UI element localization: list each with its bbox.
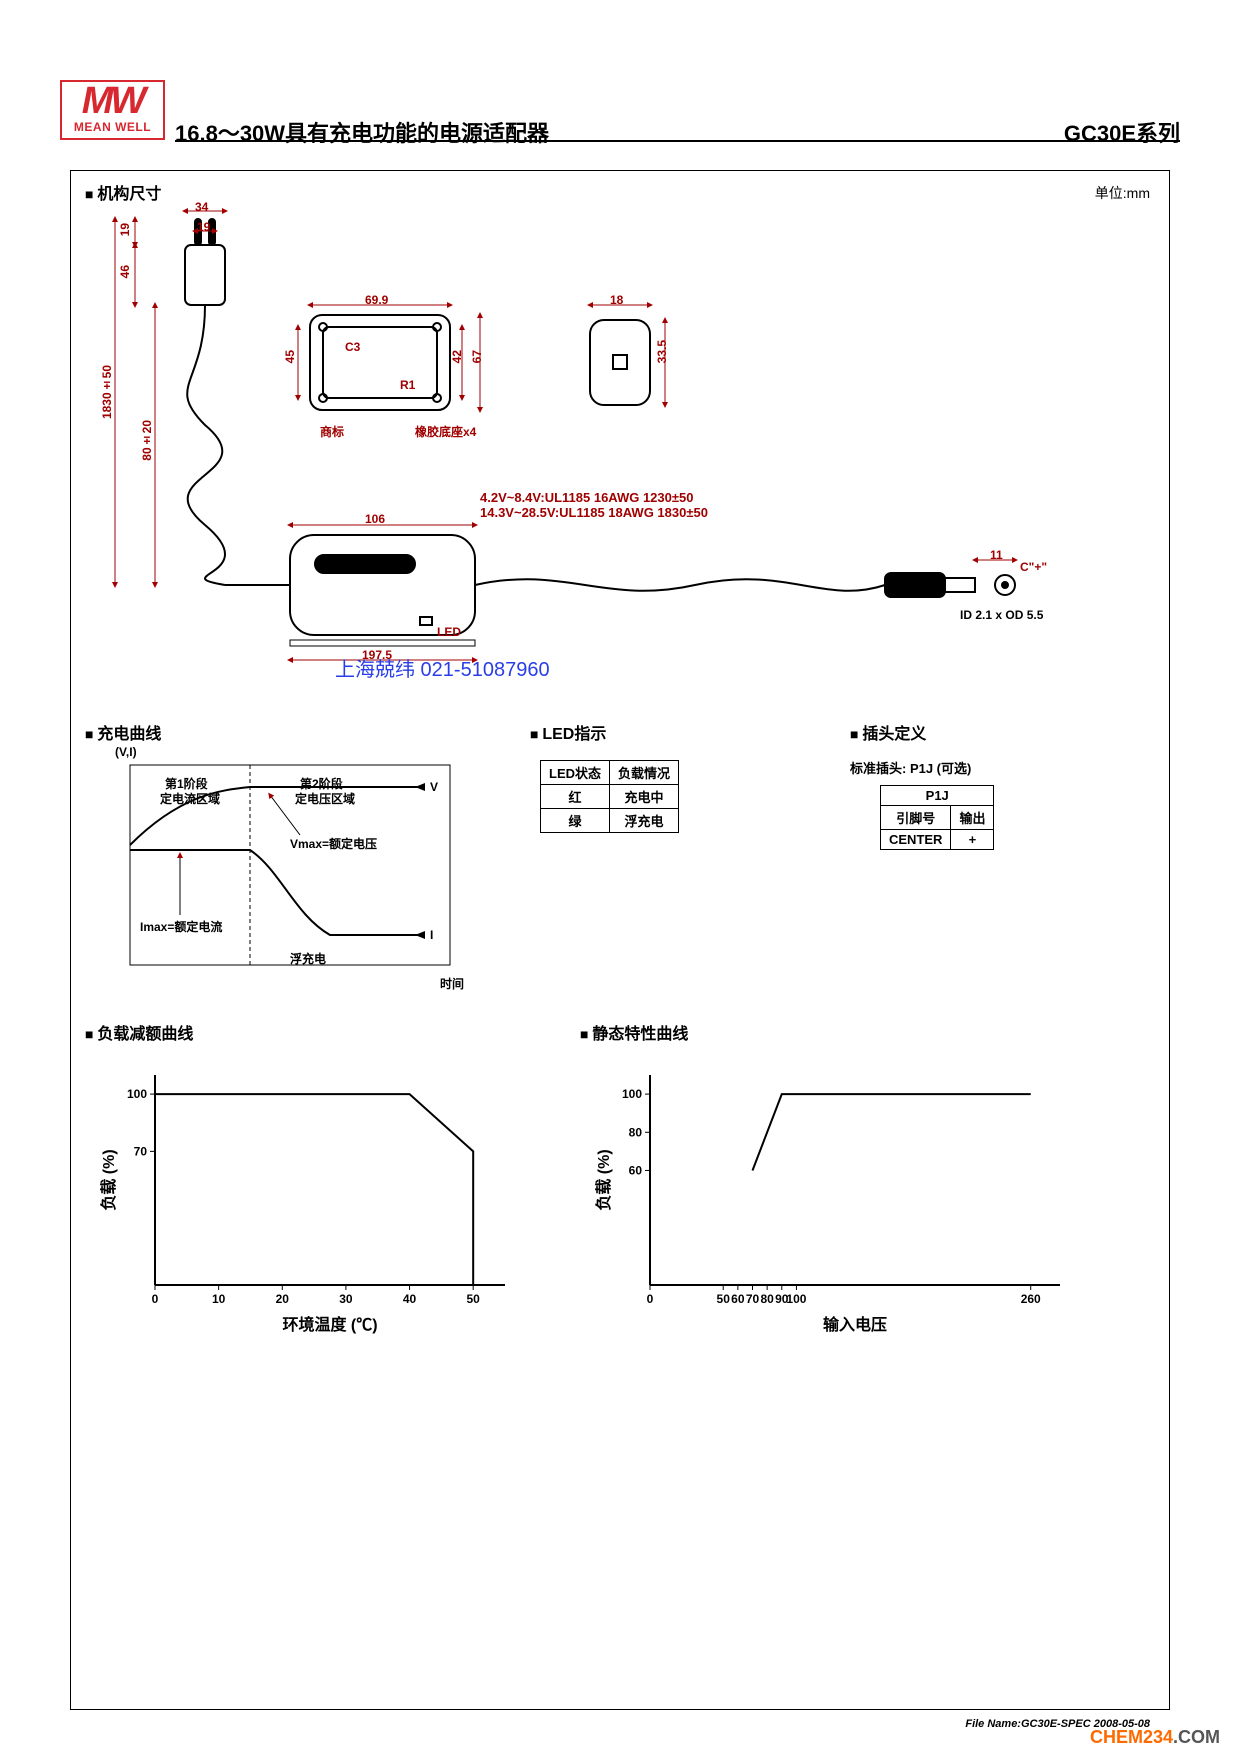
dim-jack-len: 11 xyxy=(990,548,1003,562)
lbl-rubber: 橡胶底座x4 xyxy=(415,423,476,440)
charge-imax: Imax=额定电流 xyxy=(140,918,222,935)
svg-text:80: 80 xyxy=(629,1125,643,1139)
svg-text:70: 70 xyxy=(134,1144,148,1158)
lbl-led: LED xyxy=(437,625,461,639)
dim-plug-h1: 19 xyxy=(118,223,132,236)
svg-text:20: 20 xyxy=(276,1292,290,1306)
jack-polarity: C"+" xyxy=(1020,560,1047,574)
svg-text:输入电压: 输入电压 xyxy=(823,1315,887,1334)
logo-sub: MEAN WELL xyxy=(62,120,163,134)
logo: MW MEAN WELL xyxy=(60,80,165,140)
derating-chart: 0 10 20 30 40 50 70 100 环境温度 (℃) 负载 (%) xyxy=(100,1060,520,1340)
led-r0c0: 红 xyxy=(541,785,610,809)
led-r1c1: 浮充电 xyxy=(610,809,679,833)
charge-stage2-sub: 定电压区域 xyxy=(295,790,355,807)
section-plug: 插头定义 xyxy=(850,720,926,744)
unit-label: 单位:mm xyxy=(1095,183,1150,203)
svg-text:70: 70 xyxy=(746,1292,760,1306)
logo-text: MW xyxy=(62,82,163,120)
site-brand-2: .COM xyxy=(1173,1727,1220,1747)
plug-r0c0: CENTER xyxy=(881,830,951,850)
led-r1c0: 绿 xyxy=(541,809,610,833)
svg-text:60: 60 xyxy=(731,1292,745,1306)
svg-text:负载 (%): 负载 (%) xyxy=(595,1149,613,1210)
dim-plug-prong: 19 xyxy=(197,220,210,234)
charge-x-axis: 时间 xyxy=(440,975,464,992)
svg-text:50: 50 xyxy=(467,1292,481,1306)
svg-text:50: 50 xyxy=(717,1292,731,1306)
cable-spec: 4.2V~8.4V:UL1185 16AWG 1230±50 14.3V~28.… xyxy=(480,490,708,520)
watermark: 上海兢纬 021-51087960 xyxy=(335,653,550,682)
dim-plate-h: 45 xyxy=(283,350,297,363)
series-label: GC30E系列 xyxy=(1064,116,1180,140)
section-mechanical: 机构尺寸 xyxy=(85,180,161,204)
svg-text:60: 60 xyxy=(629,1163,643,1177)
section-led: LED指示 xyxy=(530,720,606,744)
dim-side-h: 33.5 xyxy=(655,340,669,363)
led-table: LED状态负载情况 红充电中 绿浮充电 xyxy=(540,760,679,833)
dim-side-w: 18 xyxy=(610,293,623,307)
site-brand: CHEM234.COM xyxy=(1090,1727,1220,1748)
svg-text:10: 10 xyxy=(212,1292,226,1306)
svg-text:0: 0 xyxy=(647,1292,654,1306)
ref-c3: C3 xyxy=(345,340,360,354)
svg-text:260: 260 xyxy=(1021,1292,1041,1306)
svg-text:环境温度 (℃): 环境温度 (℃) xyxy=(282,1315,377,1334)
plug-table: P1J 引脚号输出 CENTER+ xyxy=(880,785,994,850)
led-h0: LED状态 xyxy=(541,761,610,785)
svg-text:100: 100 xyxy=(622,1087,642,1101)
dim-plug-w: 34 xyxy=(195,200,208,214)
svg-text:V: V xyxy=(430,780,438,794)
dim-plug-h2: 46 xyxy=(118,265,132,278)
charge-y-axis: (V,I) xyxy=(115,745,137,759)
led-h1: 负载情况 xyxy=(610,761,679,785)
svg-text:100: 100 xyxy=(786,1292,806,1306)
plug-note: 标准插头: P1J (可选) xyxy=(850,758,971,777)
section-charge-curve: 充电曲线 xyxy=(85,720,161,744)
plug-title: P1J xyxy=(881,786,994,806)
led-r0c1: 充电中 xyxy=(610,785,679,809)
plug-h1: 输出 xyxy=(951,806,994,830)
charge-vmax: Vmax=额定电压 xyxy=(290,835,377,852)
cable-spec-1: 4.2V~8.4V:UL1185 16AWG 1230±50 xyxy=(480,490,708,505)
plug-h0: 引脚号 xyxy=(881,806,951,830)
mechanical-drawing xyxy=(85,205,1155,675)
plug-r0c1: + xyxy=(951,830,994,850)
svg-text:负载 (%): 负载 (%) xyxy=(100,1149,118,1210)
site-brand-1: CHEM234 xyxy=(1090,1727,1173,1747)
charge-stage1-sub: 定电流区域 xyxy=(160,790,220,807)
svg-text:I: I xyxy=(430,928,433,942)
page-title: 16.8～30W具有充电功能的电源适配器 xyxy=(175,116,549,140)
section-static: 静态特性曲线 xyxy=(580,1020,688,1044)
svg-text:80: 80 xyxy=(760,1292,774,1306)
charge-float: 浮充电 xyxy=(290,950,326,967)
dim-plate-oh: 67 xyxy=(470,350,484,363)
svg-text:40: 40 xyxy=(403,1292,417,1306)
dim-cord-len: 1830±50 xyxy=(100,365,114,419)
section-derating: 负载减额曲线 xyxy=(85,1020,193,1044)
static-chart: 050607080901002606080100输入电压负载 (%) xyxy=(595,1060,1075,1340)
dim-plate-w: 69.9 xyxy=(365,293,388,307)
svg-text:100: 100 xyxy=(127,1087,147,1101)
jack-spec: ID 2.1 x OD 5.5 xyxy=(960,608,1043,622)
dim-plate-ih: 42 xyxy=(450,350,464,363)
lbl-logo: 商标 xyxy=(320,423,344,440)
dim-body-w: 106 xyxy=(365,512,385,526)
cable-spec-2: 14.3V~28.5V:UL1185 18AWG 1830±50 xyxy=(480,505,708,520)
ref-r1: R1 xyxy=(400,378,415,392)
svg-text:0: 0 xyxy=(152,1292,159,1306)
svg-text:30: 30 xyxy=(339,1292,353,1306)
dim-cord-seg: 80±20 xyxy=(140,420,154,461)
